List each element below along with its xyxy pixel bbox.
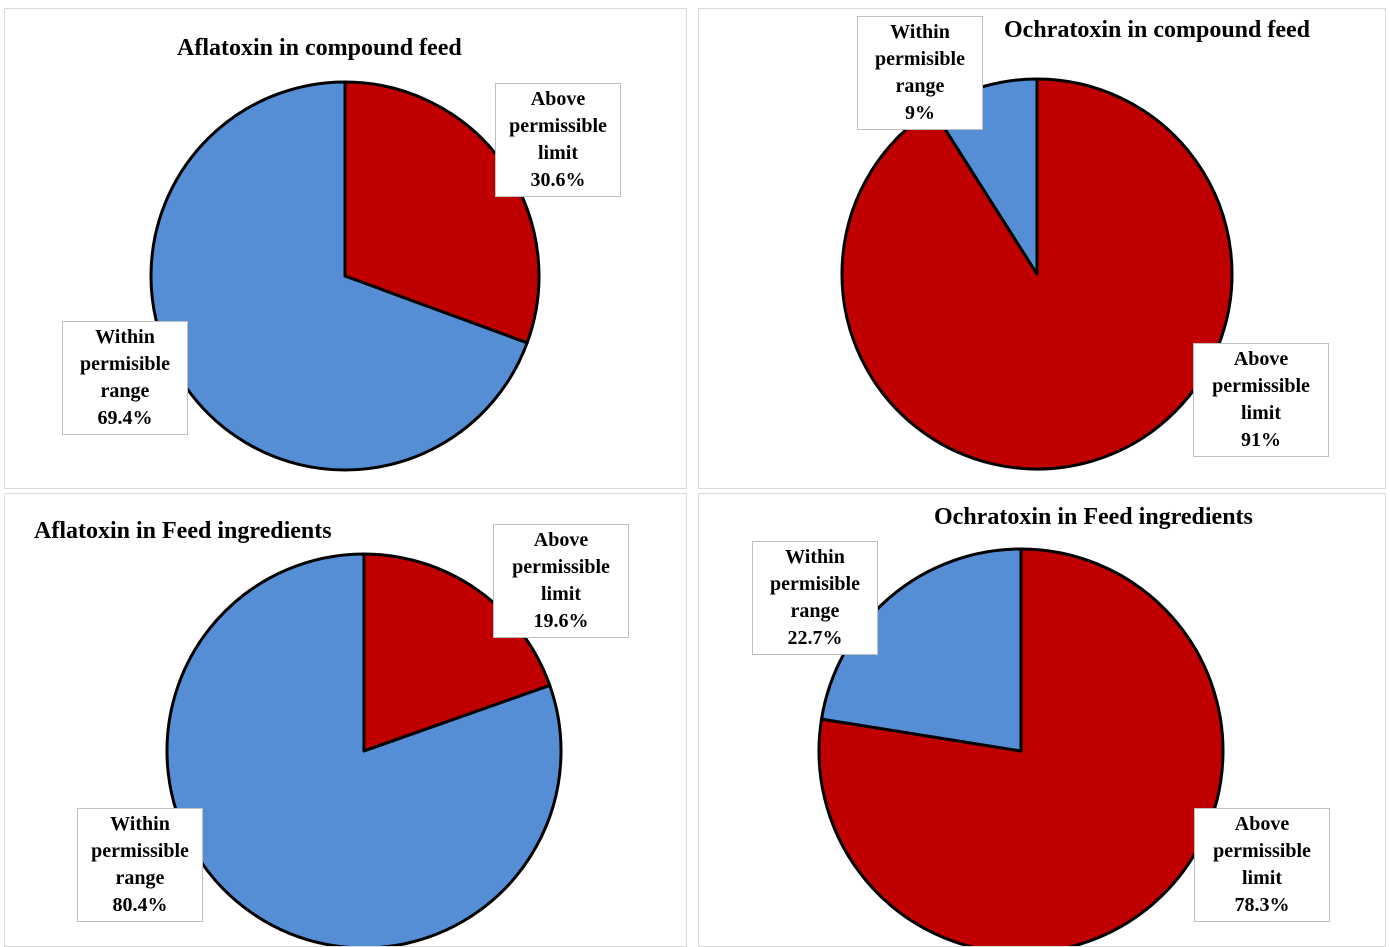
data-label-text: Within — [890, 21, 950, 43]
data-label-text: limit — [541, 583, 581, 605]
data-label-above-limit: Above permissible limit 19.6% — [493, 524, 629, 638]
data-label-text: permissible — [512, 556, 610, 578]
pie-slice-within-range — [820, 547, 1023, 753]
pie-chart — [165, 552, 563, 946]
data-label-text: range — [100, 380, 150, 402]
data-label-value: 78.3% — [1234, 894, 1290, 916]
data-label-text: permissible — [91, 840, 189, 862]
data-label-value: 69.4% — [97, 407, 153, 429]
data-label-text: range — [115, 867, 165, 889]
pie-chart — [149, 80, 541, 472]
data-label-above-limit: Above permissible limit 91% — [1193, 343, 1329, 457]
data-label-within-range: Within permisible range 22.7% — [752, 541, 878, 655]
data-label-text: permissible — [509, 115, 607, 137]
data-label-value: 22.7% — [787, 627, 843, 649]
data-label-text: Within — [110, 813, 170, 835]
data-label-text: permissible — [1213, 840, 1311, 862]
chart-panel-ochratoxin-compound-feed: Ochratoxin in compound feed Above permiss… — [698, 8, 1386, 489]
data-label-value: 19.6% — [533, 610, 589, 632]
data-label-value: 9% — [905, 102, 935, 124]
data-label-text: Above — [530, 88, 586, 110]
pie-chart — [817, 547, 1225, 946]
chart-title: Ochratoxin in Feed ingredients — [934, 504, 1253, 530]
data-label-value: 30.6% — [530, 169, 586, 191]
chart-panel-aflatoxin-feed-ingredients: Aflatoxin in Feed ingredients Above permi… — [4, 493, 687, 947]
data-label-text: permisible — [770, 573, 860, 595]
chart-panel-ochratoxin-feed-ingredients: Ochratoxin in Feed ingredients Above perm… — [698, 493, 1386, 947]
data-label-text: permissible — [1212, 375, 1310, 397]
data-label-text: permisible — [80, 353, 170, 375]
data-label-text: permisible — [875, 48, 965, 70]
chart-title: Aflatoxin in Feed ingredients — [34, 518, 332, 544]
data-label-text: Above — [1233, 348, 1289, 370]
chart-title: Ochratoxin in compound feed — [1004, 17, 1311, 43]
data-label-within-range: Within permissible range 80.4% — [77, 808, 203, 922]
data-label-within-range: Within permisible range 9% — [857, 16, 983, 130]
data-label-text: Above — [1234, 813, 1290, 835]
data-label-text: limit — [1241, 402, 1281, 424]
data-label-value: 91% — [1241, 429, 1281, 451]
data-label-value: 80.4% — [112, 894, 168, 916]
data-label-text: Within — [785, 546, 845, 568]
data-label-text: limit — [538, 142, 578, 164]
data-label-text: range — [895, 75, 945, 97]
data-label-text: Above — [533, 529, 589, 551]
data-label-above-limit: Above permissible limit 78.3% — [1194, 808, 1330, 922]
pie-slice-within-range — [165, 552, 563, 946]
data-label-text: Within — [95, 326, 155, 348]
data-label-text: limit — [1242, 867, 1282, 889]
data-label-within-range: Within permisible range 69.4% — [62, 321, 188, 435]
data-label-above-limit: Above permissible limit 30.6% — [495, 83, 621, 197]
chart-title: Aflatoxin in compound feed — [177, 35, 462, 61]
chart-panel-aflatoxin-compound-feed: Aflatoxin in compound feed Above permissi… — [4, 8, 687, 489]
data-label-text: range — [790, 600, 840, 622]
